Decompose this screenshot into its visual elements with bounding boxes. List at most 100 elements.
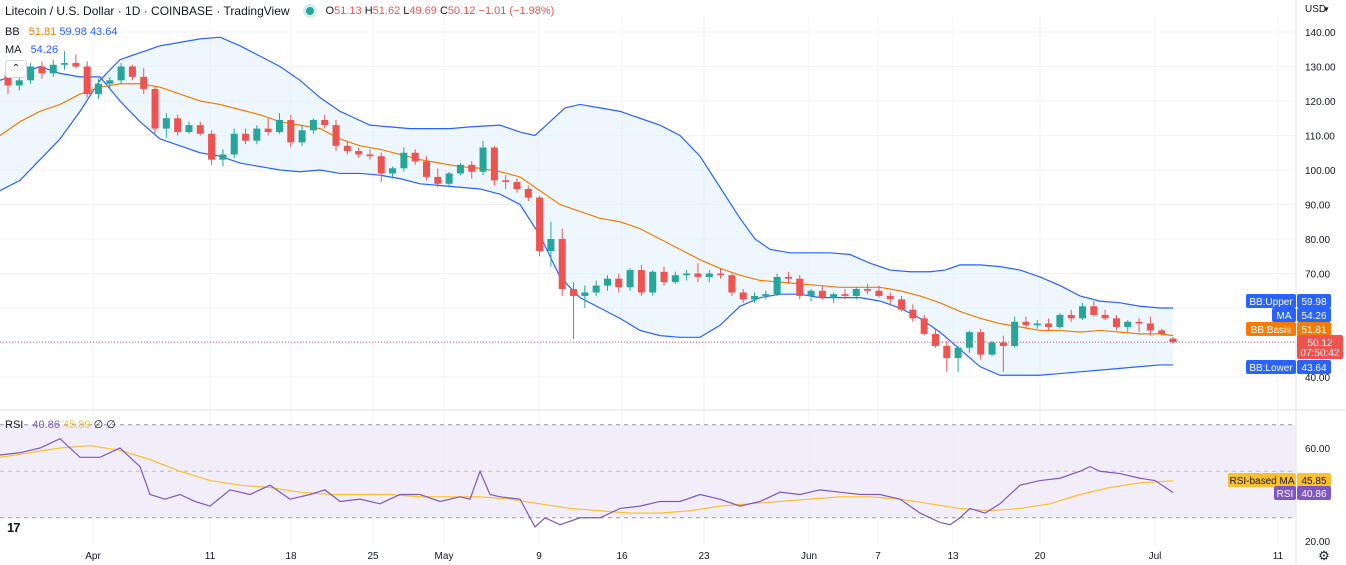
candle-body bbox=[637, 270, 645, 293]
candle-body bbox=[1056, 314, 1064, 327]
y-tick-label: 70.00 bbox=[1305, 270, 1330, 281]
candle-body bbox=[513, 182, 521, 189]
bb-legend[interactable]: BB 51.81 59.98 43.64 bbox=[5, 26, 118, 38]
candle-body bbox=[773, 276, 781, 295]
rsi-ma-value-tag-bg bbox=[1297, 473, 1331, 487]
bb-lower-tag-bg bbox=[1246, 360, 1296, 374]
candle-body bbox=[671, 275, 679, 283]
rsi-tag: RSI bbox=[1277, 489, 1294, 500]
candle-body bbox=[750, 295, 759, 300]
candle-body bbox=[524, 188, 532, 198]
candle-body bbox=[898, 299, 906, 310]
candle-body bbox=[61, 63, 69, 65]
bb-upper-value: 59.98 bbox=[59, 26, 87, 38]
candle-body bbox=[1022, 321, 1030, 326]
rsi-legend[interactable]: RSI 40.86 45.89 ∅ ∅ bbox=[5, 419, 116, 431]
x-tick-label: 11 bbox=[205, 551, 216, 562]
change-value: −1.01 (−1.98%) bbox=[478, 5, 555, 17]
y-tick-label: 90.00 bbox=[1305, 201, 1330, 212]
y-tick-label: 130.00 bbox=[1305, 63, 1336, 74]
candle-body bbox=[151, 88, 159, 129]
candle-body bbox=[389, 168, 397, 174]
bollinger-band-fill bbox=[0, 37, 1173, 376]
candle-body bbox=[72, 63, 80, 67]
tradingview-logo-icon[interactable]: 17 bbox=[7, 520, 20, 535]
candle-body bbox=[965, 332, 973, 348]
candle-body bbox=[570, 289, 578, 296]
candle-body bbox=[1169, 338, 1177, 343]
candle-body bbox=[94, 83, 102, 95]
settings-icon: ⚙ bbox=[1318, 548, 1330, 563]
rsi-ma-tag: RSI-based MA bbox=[1229, 476, 1294, 487]
rsi-tag-bg bbox=[1274, 486, 1296, 500]
currency-label: USD bbox=[1305, 4, 1326, 15]
last-price-tag: 50.12 bbox=[1307, 338, 1332, 349]
candle-body bbox=[309, 119, 317, 131]
candle-body bbox=[683, 273, 691, 276]
y-tick-label: 120.00 bbox=[1305, 97, 1336, 108]
collapse-legend-button[interactable]: ⌃ bbox=[5, 60, 27, 78]
candle-body bbox=[536, 197, 544, 252]
bb-lower-tag: BB:Lower bbox=[1249, 363, 1293, 374]
bb-lower-value-tag-bg bbox=[1297, 360, 1331, 374]
ma-value: 54.26 bbox=[30, 44, 59, 56]
candle-body bbox=[27, 66, 35, 81]
x-tick-label: 23 bbox=[698, 551, 710, 562]
candle-body bbox=[185, 125, 193, 133]
candle-body bbox=[38, 66, 46, 74]
candle-body bbox=[977, 332, 985, 355]
candle-body bbox=[1158, 330, 1166, 334]
countdown-tag: 07:50:42 bbox=[1301, 348, 1340, 359]
x-tick-label: 20 bbox=[1034, 551, 1046, 562]
x-tick-label: May bbox=[435, 551, 454, 562]
candle-body bbox=[15, 80, 23, 86]
candle-body bbox=[999, 342, 1007, 346]
candle-body bbox=[196, 125, 204, 134]
candle-body bbox=[920, 318, 928, 334]
y-tick-label: 40.00 bbox=[1305, 373, 1330, 384]
candle-body bbox=[377, 156, 385, 174]
market-status-icon bbox=[305, 7, 314, 15]
candle-body bbox=[1079, 306, 1087, 319]
ohlc-readout: O51.13 H51.62 L49.69 C50.12 −1.01 (−1.98… bbox=[325, 5, 555, 17]
candle-body bbox=[287, 119, 295, 143]
close-value: 50.12 bbox=[447, 5, 476, 17]
ma-legend[interactable]: MA 54.26 bbox=[5, 44, 59, 56]
candle-body bbox=[1124, 321, 1132, 327]
rsi-y-tick-label: 60.00 bbox=[1305, 444, 1330, 455]
candle-body bbox=[830, 294, 838, 298]
bb-basis-value: 51.81 bbox=[28, 26, 57, 38]
rsi-ma-tag-bg bbox=[1228, 473, 1296, 487]
candle-body bbox=[581, 292, 589, 296]
candle-body bbox=[1135, 321, 1143, 324]
candle-body bbox=[434, 176, 442, 184]
candle-body bbox=[355, 151, 363, 155]
candle-body bbox=[140, 76, 148, 89]
low-value: 49.69 bbox=[409, 5, 437, 17]
candle-body bbox=[1033, 323, 1041, 326]
candle-body bbox=[332, 125, 340, 146]
chart-header: Litecoin / U.S. Dollar · 1D · COINBASE ·… bbox=[5, 4, 554, 18]
candle-body bbox=[343, 145, 351, 152]
bb-basis-line bbox=[0, 83, 1174, 337]
last-price-bg bbox=[1297, 335, 1343, 359]
candle-body bbox=[864, 289, 872, 291]
candle-body bbox=[909, 309, 917, 319]
candle-body bbox=[502, 180, 510, 183]
candle-body bbox=[1045, 323, 1053, 327]
bb-basis-value-tag: 51.81 bbox=[1301, 325, 1326, 336]
symbol-title[interactable]: Litecoin / U.S. Dollar · 1D · COINBASE ·… bbox=[5, 4, 290, 18]
candle-body bbox=[818, 290, 826, 298]
candle-body bbox=[162, 118, 170, 129]
candle-body bbox=[253, 128, 261, 141]
candle-body bbox=[705, 273, 713, 277]
candle-body bbox=[479, 147, 487, 172]
candle-body bbox=[603, 278, 611, 286]
candle-body bbox=[988, 342, 996, 355]
candle-body bbox=[490, 147, 498, 181]
x-tick-label: 11 bbox=[1273, 551, 1284, 562]
y-tick-label: 100.00 bbox=[1305, 166, 1336, 177]
candle-body bbox=[445, 173, 453, 184]
bb-basis-tag-bg bbox=[1246, 322, 1296, 336]
